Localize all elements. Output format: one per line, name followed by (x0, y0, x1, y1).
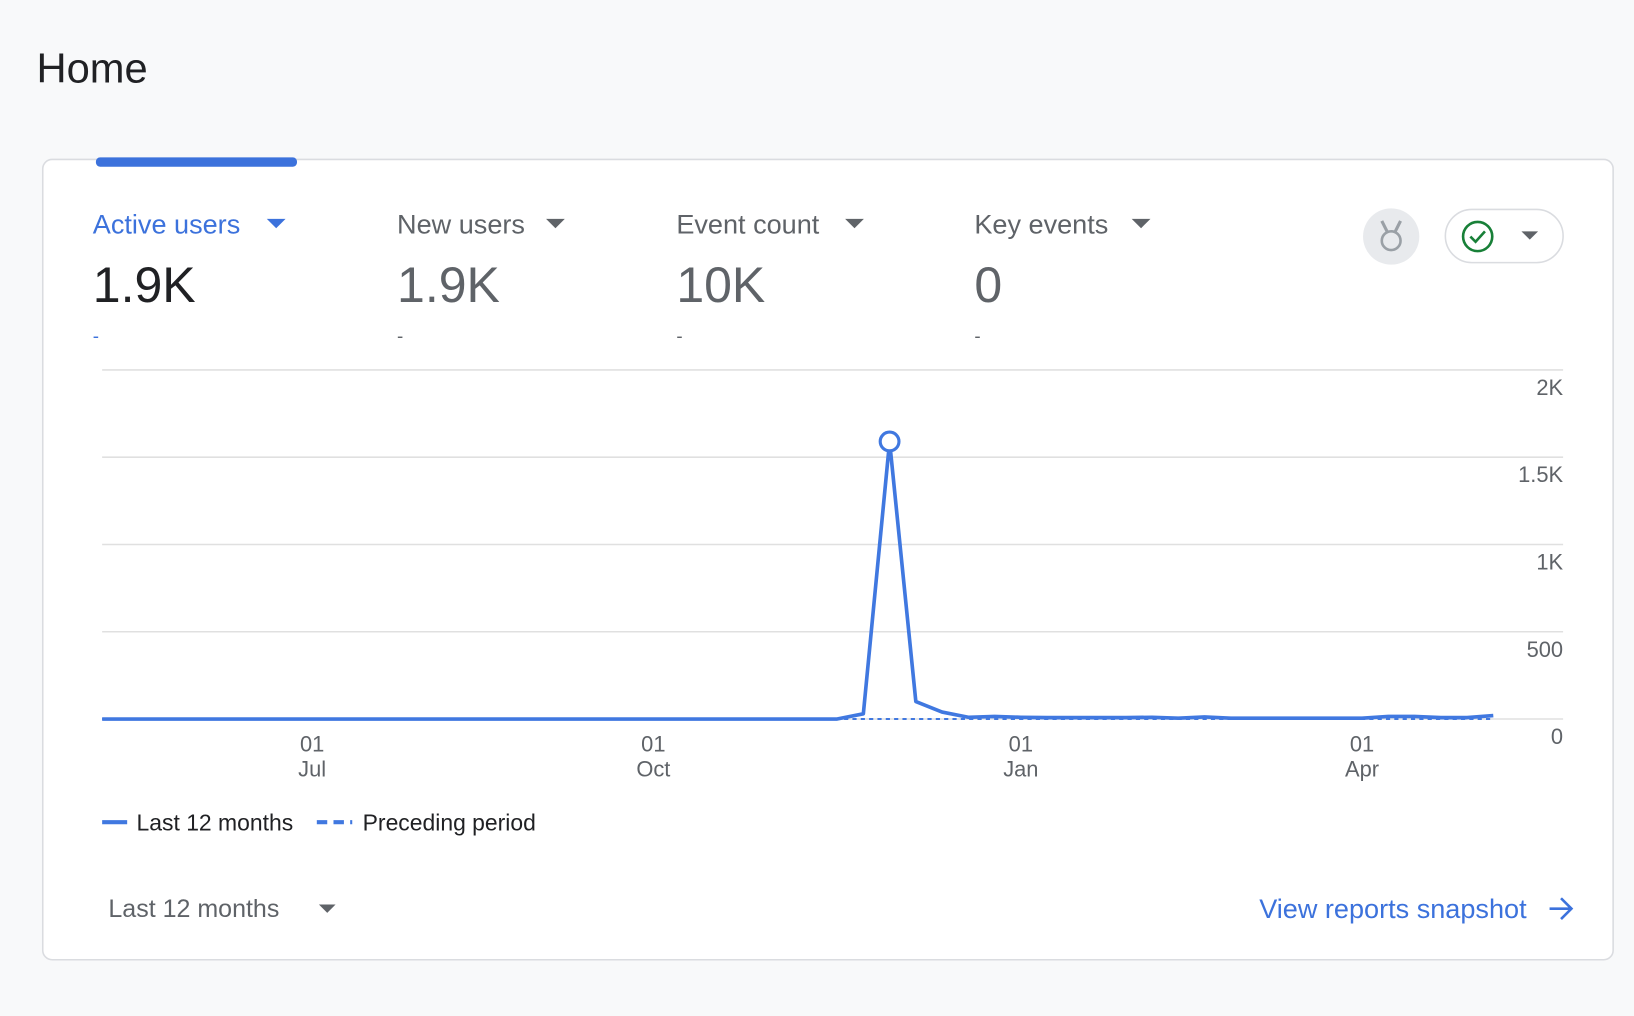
badge-icon (1380, 230, 1402, 252)
y-tick-label: 1K (1536, 549, 1563, 574)
badge-ribbon (1380, 220, 1402, 233)
dropdown-arrow (1131, 218, 1151, 229)
y-tick-label: 1.5K (1518, 462, 1563, 487)
metric-label: Active users (93, 208, 240, 239)
legend-label: Preceding period (363, 810, 536, 836)
hover-marker (878, 430, 901, 453)
metric-tab[interactable]: Active users 1.9K - (93, 208, 286, 346)
metric-change: - (974, 325, 980, 346)
metric-value: 10K (676, 257, 765, 313)
x-tick-label: Jan (1003, 756, 1038, 781)
snapshot-link[interactable]: View reports snapshot (1259, 893, 1574, 924)
dropdown-arrow (845, 218, 864, 229)
metric-value: 0 (974, 257, 1002, 313)
x-tick-label: Apr (1345, 756, 1379, 781)
check-mark (1469, 230, 1486, 244)
range-selector[interactable]: Last 12 months (108, 895, 336, 923)
arrow-icon (1549, 897, 1574, 921)
metric-label: Event count (676, 208, 819, 239)
metric-value: 1.9K (397, 257, 500, 313)
metric-label: New users (397, 208, 525, 239)
dropdown-arrow (266, 218, 286, 229)
y-tick-label: 500 (1527, 637, 1564, 662)
page-title: Home (37, 44, 148, 91)
check-circle (1461, 220, 1494, 253)
x-tick-label: Jul (298, 756, 326, 781)
status-button[interactable] (1444, 208, 1564, 264)
x-tick-label: 01 (641, 731, 665, 756)
metric-value: 1.9K (93, 257, 196, 313)
x-tick-label: 01 (1009, 731, 1033, 756)
legend: Last 12 months Preceding period (102, 810, 536, 836)
insights-button[interactable] (1363, 208, 1420, 265)
metric-change: - (676, 325, 682, 346)
dropdown-arrow (318, 904, 336, 913)
metric-change: - (397, 325, 403, 346)
x-tick-label: 01 (300, 731, 324, 756)
badge-circle (1363, 208, 1420, 265)
x-tick-label: 01 (1350, 731, 1374, 756)
metric-tab[interactable]: Event count 10K - (676, 208, 864, 346)
y-tick-label: 2K (1536, 375, 1563, 400)
y-tick-label: 0 (1551, 724, 1563, 749)
card (41, 158, 1614, 961)
metric-label: Key events (974, 208, 1108, 239)
x-tick-label: Oct (636, 756, 670, 781)
metric-change: - (93, 325, 99, 346)
legend-label: Last 12 months (137, 810, 294, 836)
metric-tab[interactable]: Key events 0 - (974, 208, 1151, 346)
metric-tab[interactable]: New users 1.9K - (397, 208, 565, 346)
series-line (102, 439, 1494, 721)
dropdown-arrow (546, 218, 565, 229)
link-text: View reports snapshot (1259, 893, 1527, 924)
dropdown-arrow (1521, 231, 1539, 240)
range-label: Last 12 months (108, 895, 279, 923)
tab-indicator (95, 157, 298, 167)
